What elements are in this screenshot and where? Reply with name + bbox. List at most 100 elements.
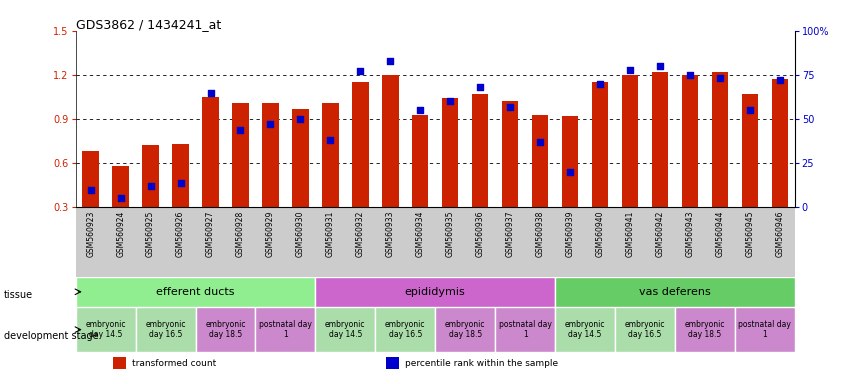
Text: embryonic
day 16.5: embryonic day 16.5 xyxy=(385,320,426,339)
Bar xyxy=(113,166,129,207)
Bar xyxy=(203,97,219,207)
Text: embryonic
day 14.5: embryonic day 14.5 xyxy=(86,320,126,339)
Text: postnatal day
1: postnatal day 1 xyxy=(259,320,312,339)
Text: epididymis: epididymis xyxy=(405,287,466,297)
Point xyxy=(473,84,487,90)
Text: GSM560925: GSM560925 xyxy=(146,211,155,257)
Bar xyxy=(495,307,555,353)
Bar xyxy=(82,151,99,207)
Text: GSM560932: GSM560932 xyxy=(356,211,365,257)
Point xyxy=(264,121,278,127)
Text: embryonic
day 18.5: embryonic day 18.5 xyxy=(685,320,725,339)
Text: GSM560931: GSM560931 xyxy=(325,211,335,257)
Point xyxy=(204,89,217,96)
Bar xyxy=(142,146,159,207)
Bar xyxy=(472,94,489,207)
Text: postnatal day
1: postnatal day 1 xyxy=(499,320,552,339)
Bar xyxy=(555,276,795,307)
Bar xyxy=(682,75,698,207)
Bar xyxy=(562,116,579,207)
Bar xyxy=(292,109,309,207)
Text: embryonic
day 16.5: embryonic day 16.5 xyxy=(625,320,665,339)
Text: GSM560939: GSM560939 xyxy=(565,211,574,257)
Text: GSM560927: GSM560927 xyxy=(206,211,215,257)
Bar xyxy=(555,307,615,353)
Point xyxy=(353,68,367,74)
Point xyxy=(84,187,98,193)
Text: embryonic
day 14.5: embryonic day 14.5 xyxy=(565,320,606,339)
Point xyxy=(144,183,157,189)
Bar xyxy=(195,307,256,353)
Point xyxy=(533,139,547,145)
Bar xyxy=(262,103,278,207)
Point xyxy=(623,66,637,73)
Bar xyxy=(735,307,795,353)
Text: GSM560946: GSM560946 xyxy=(775,211,785,257)
Bar xyxy=(386,357,399,369)
Bar xyxy=(135,307,195,353)
Bar xyxy=(674,307,735,353)
Text: embryonic
day 14.5: embryonic day 14.5 xyxy=(325,320,366,339)
Text: GSM560945: GSM560945 xyxy=(745,211,754,257)
Text: GSM560941: GSM560941 xyxy=(626,211,634,257)
Point xyxy=(593,81,606,87)
Text: GSM560944: GSM560944 xyxy=(716,211,724,257)
Bar xyxy=(172,144,188,207)
Bar xyxy=(436,307,495,353)
Text: embryonic
day 18.5: embryonic day 18.5 xyxy=(205,320,246,339)
Text: GDS3862 / 1434241_at: GDS3862 / 1434241_at xyxy=(76,18,221,31)
Point xyxy=(174,179,188,185)
Bar xyxy=(532,114,548,207)
Bar xyxy=(442,98,458,207)
Bar xyxy=(113,357,126,369)
Point xyxy=(383,58,397,64)
Text: GSM560930: GSM560930 xyxy=(296,211,305,257)
Point xyxy=(504,104,517,110)
Text: embryonic
day 16.5: embryonic day 16.5 xyxy=(145,320,186,339)
Point xyxy=(683,72,696,78)
Bar xyxy=(352,82,368,207)
Point xyxy=(443,98,457,104)
Text: percentile rank within the sample: percentile rank within the sample xyxy=(405,359,558,368)
Text: postnatal day
1: postnatal day 1 xyxy=(738,320,791,339)
Bar xyxy=(502,101,518,207)
Text: GSM560924: GSM560924 xyxy=(116,211,125,257)
Point xyxy=(563,169,577,175)
Bar xyxy=(652,72,668,207)
Text: GSM560926: GSM560926 xyxy=(176,211,185,257)
Bar xyxy=(742,94,758,207)
Bar xyxy=(615,307,674,353)
Point xyxy=(773,77,786,83)
Text: GSM560929: GSM560929 xyxy=(266,211,275,257)
Bar xyxy=(256,307,315,353)
Text: GSM560935: GSM560935 xyxy=(446,211,455,257)
Point xyxy=(743,107,757,113)
Text: development stage: development stage xyxy=(4,331,99,341)
Text: GSM560937: GSM560937 xyxy=(505,211,515,257)
Text: GSM560943: GSM560943 xyxy=(685,211,695,257)
Text: GSM560940: GSM560940 xyxy=(595,211,605,257)
Text: embryonic
day 18.5: embryonic day 18.5 xyxy=(445,320,485,339)
Text: GSM560928: GSM560928 xyxy=(236,211,245,257)
Bar xyxy=(322,103,339,207)
Bar xyxy=(315,307,375,353)
Point xyxy=(114,195,127,202)
Bar xyxy=(232,103,249,207)
Point xyxy=(234,126,247,132)
Bar xyxy=(771,79,788,207)
Text: GSM560938: GSM560938 xyxy=(536,211,545,257)
Bar xyxy=(76,307,135,353)
Point xyxy=(414,107,427,113)
Text: transformed count: transformed count xyxy=(132,359,216,368)
Point xyxy=(653,63,667,69)
Bar xyxy=(592,82,608,207)
Point xyxy=(324,137,337,143)
Text: GSM560923: GSM560923 xyxy=(86,211,95,257)
Bar xyxy=(375,307,436,353)
Bar xyxy=(315,276,555,307)
Bar xyxy=(711,72,728,207)
Bar xyxy=(621,75,638,207)
Text: GSM560942: GSM560942 xyxy=(655,211,664,257)
Text: GSM560934: GSM560934 xyxy=(415,211,425,257)
Bar xyxy=(412,114,428,207)
